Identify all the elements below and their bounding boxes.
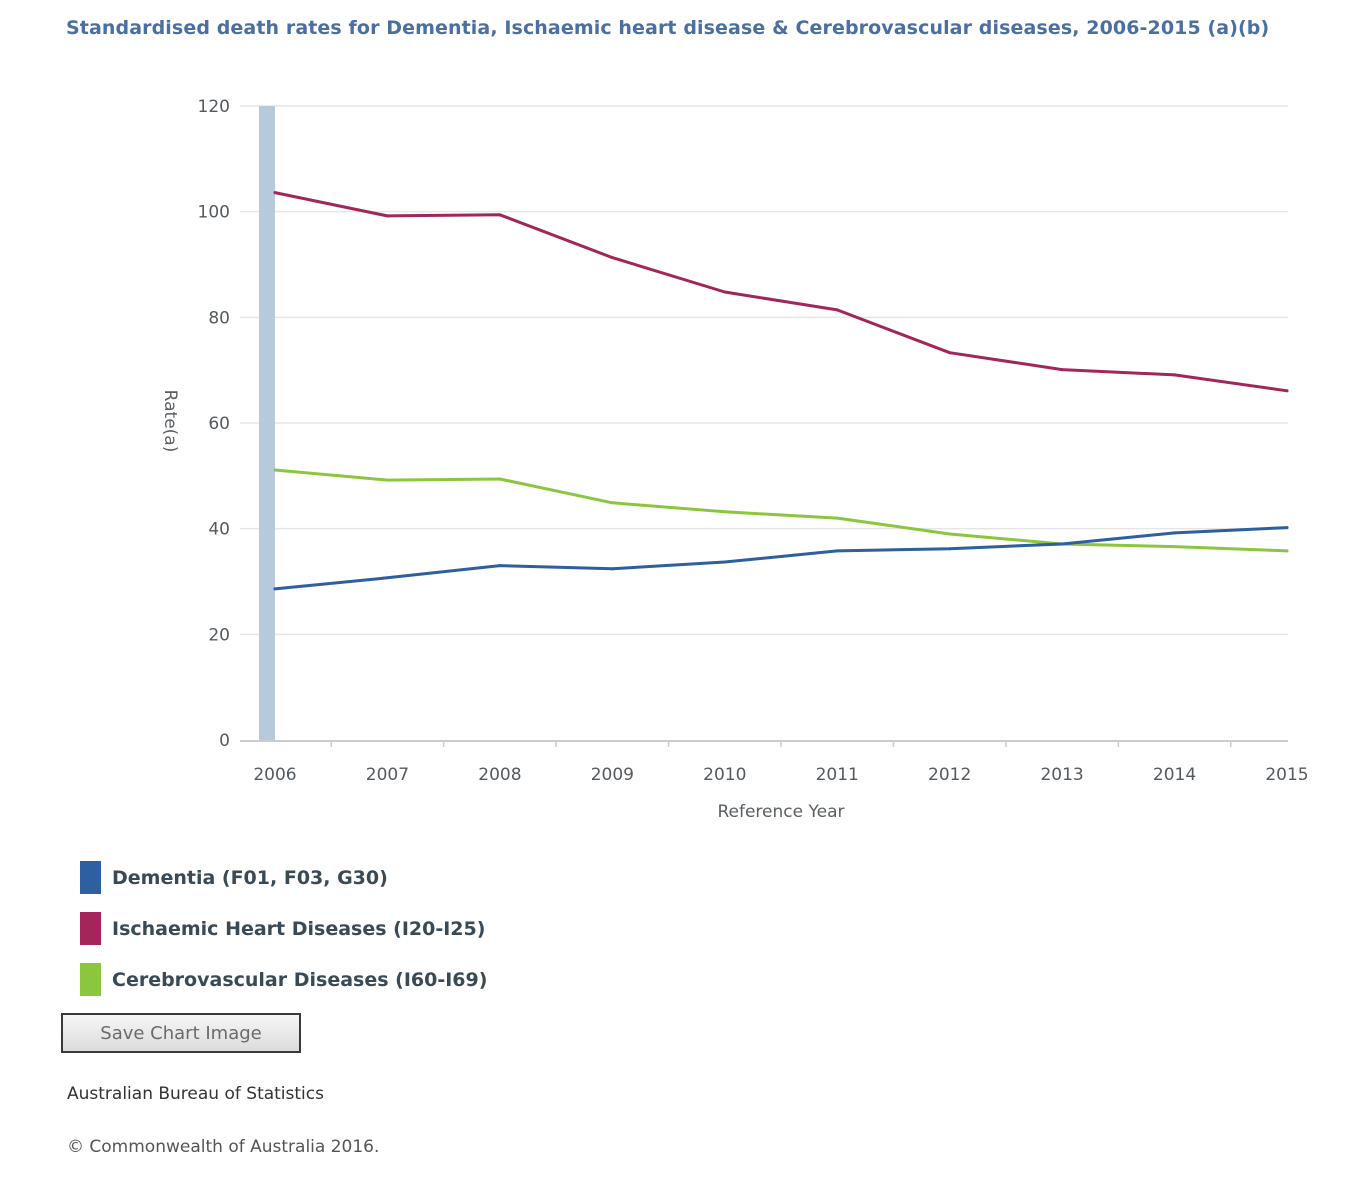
data-point [1285, 549, 1289, 553]
legend-swatch-cerebrovascular [80, 963, 101, 996]
legend-swatch-ischaemic [80, 912, 101, 945]
y-tick-label: 100 [198, 203, 230, 223]
legend-label: Ischaemic Heart Diseases (I20-I25) [112, 917, 486, 940]
data-point [273, 587, 277, 591]
x-tick-label: 2007 [366, 765, 409, 785]
y-tick-label: 20 [208, 625, 230, 645]
data-point [1060, 542, 1064, 546]
data-point [835, 308, 839, 312]
y-axis: 0 20 40 60 80 100 120 [198, 97, 230, 751]
source-text: Australian Bureau of Statistics [67, 1084, 324, 1104]
y-axis-title: Rate(a) [160, 390, 180, 453]
legend-item-dementia[interactable]: Dementia (F01, F03, G30) [80, 852, 487, 903]
legend: Dementia (F01, F03, G30) Ischaemic Heart… [80, 852, 487, 1005]
data-point [723, 560, 727, 564]
data-point [273, 191, 277, 195]
x-tick-label: 2010 [703, 765, 746, 785]
data-point [1173, 531, 1177, 535]
data-point [723, 290, 727, 294]
data-point [723, 510, 727, 514]
data-point [273, 468, 277, 472]
data-point [498, 213, 502, 217]
series-lines [273, 191, 1289, 591]
data-point [1285, 526, 1289, 530]
y-tick-label: 120 [198, 97, 230, 117]
chart-title: Standardised death rates for Dementia, I… [66, 17, 1270, 39]
legend-item-ischaemic[interactable]: Ischaemic Heart Diseases (I20-I25) [80, 903, 487, 954]
data-point [835, 516, 839, 520]
legend-item-cerebrovascular[interactable]: Cerebrovascular Diseases (I60-I69) [80, 954, 487, 1005]
data-point [1173, 373, 1177, 377]
series-line-dementia [273, 526, 1289, 591]
x-tick-label: 2014 [1153, 765, 1196, 785]
y-tick-label: 40 [208, 520, 230, 540]
data-point [385, 576, 389, 580]
legend-swatch-dementia [80, 861, 101, 894]
data-point [948, 532, 952, 536]
x-axis: 2006 2007 2008 2009 2010 2011 2012 2013 2014 2015 [240, 740, 1309, 785]
data-point [610, 501, 614, 505]
data-point [385, 214, 389, 218]
data-point [948, 351, 952, 355]
copyright-text: © Commonwealth of Australia 2016. [67, 1137, 380, 1157]
series-line-ischaemic [273, 191, 1289, 393]
line-chart: 0 20 40 60 80 100 120 2006 2007 2008 2009 2010 2011… [160, 97, 1309, 822]
data-point [498, 564, 502, 568]
x-tick-label: 2013 [1040, 765, 1083, 785]
data-point [610, 567, 614, 571]
x-axis-title: Reference Year [717, 802, 844, 822]
data-point [610, 256, 614, 260]
grid-lines [240, 105, 1288, 688]
legend-label: Cerebrovascular Diseases (I60-I69) [112, 968, 488, 991]
data-point [948, 547, 952, 551]
x-tick-label: 2011 [816, 765, 859, 785]
x-tick-label: 2006 [253, 765, 296, 785]
y-tick-label: 60 [208, 414, 230, 434]
x-tick-label: 2008 [478, 765, 521, 785]
x-tick-label: 2015 [1265, 765, 1308, 785]
data-point [1285, 389, 1289, 393]
highlight-band [259, 106, 275, 740]
y-tick-label: 0 [219, 731, 230, 751]
data-point [835, 549, 839, 553]
x-tick-label: 2009 [591, 765, 634, 785]
y-tick-label: 80 [208, 308, 230, 328]
data-point [498, 477, 502, 481]
data-point [1060, 368, 1064, 372]
data-point [1173, 545, 1177, 549]
series-line-cerebrovascular [273, 468, 1289, 553]
save-chart-image-button[interactable]: Save Chart Image [61, 1013, 301, 1053]
data-point [385, 478, 389, 482]
x-tick-label: 2012 [928, 765, 971, 785]
legend-label: Dementia (F01, F03, G30) [112, 866, 388, 889]
